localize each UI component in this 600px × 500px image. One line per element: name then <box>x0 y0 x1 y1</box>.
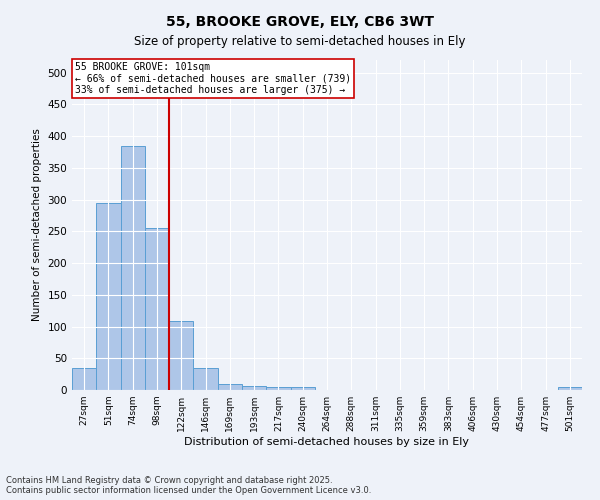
Bar <box>266 388 290 390</box>
Y-axis label: Number of semi-detached properties: Number of semi-detached properties <box>32 128 42 322</box>
Bar <box>193 368 218 390</box>
X-axis label: Distribution of semi-detached houses by size in Ely: Distribution of semi-detached houses by … <box>185 437 470 447</box>
Text: 55 BROOKE GROVE: 101sqm
← 66% of semi-detached houses are smaller (739)
33% of s: 55 BROOKE GROVE: 101sqm ← 66% of semi-de… <box>74 62 350 95</box>
Text: 55, BROOKE GROVE, ELY, CB6 3WT: 55, BROOKE GROVE, ELY, CB6 3WT <box>166 15 434 29</box>
Bar <box>96 203 121 390</box>
Bar <box>218 384 242 390</box>
Bar <box>121 146 145 390</box>
Bar <box>145 228 169 390</box>
Bar <box>558 388 582 390</box>
Bar <box>242 386 266 390</box>
Text: Contains HM Land Registry data © Crown copyright and database right 2025.
Contai: Contains HM Land Registry data © Crown c… <box>6 476 371 495</box>
Bar <box>72 368 96 390</box>
Bar <box>290 388 315 390</box>
Text: Size of property relative to semi-detached houses in Ely: Size of property relative to semi-detach… <box>134 35 466 48</box>
Bar <box>169 322 193 390</box>
